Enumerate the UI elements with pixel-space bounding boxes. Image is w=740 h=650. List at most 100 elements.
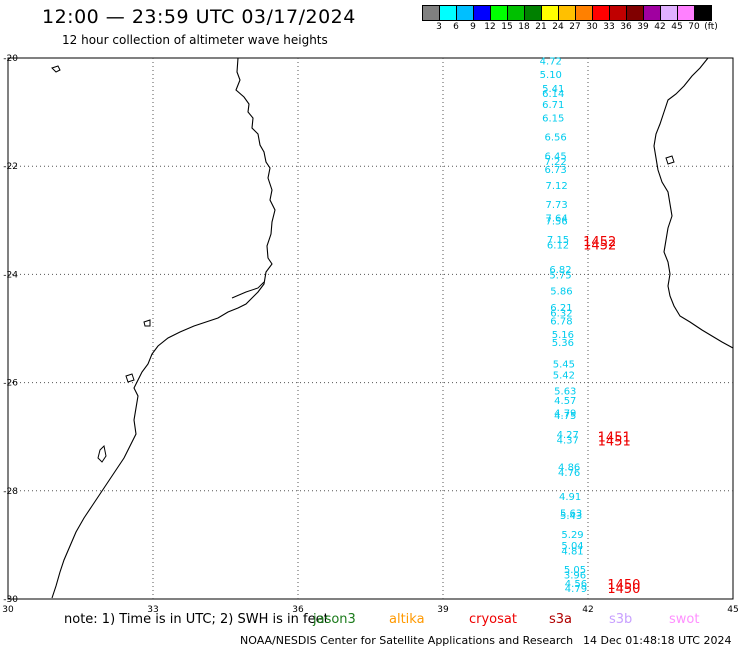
x-tick-label: 42	[582, 605, 593, 615]
colorbar-label: 42	[654, 22, 666, 32]
wave-height-value: 6.12	[547, 241, 569, 252]
island-outline	[665, 155, 675, 165]
pass-time-label: 1450	[607, 582, 640, 597]
colorbar-label: 39	[637, 22, 649, 32]
wave-height-value: 4.75	[554, 411, 576, 422]
lake-outline-4	[125, 373, 135, 383]
satellite-legend-s3a: s3a	[549, 612, 573, 627]
pass-time-label: 1452	[583, 235, 616, 250]
satellite-legend-altika: altika	[389, 612, 425, 627]
wave-height-value: 4.57	[554, 396, 576, 407]
credit-text: NOAA/NESDIS Center for Satellite Applica…	[240, 634, 574, 647]
colorbar-label: 45	[671, 22, 683, 32]
wave-height-value: 5.86	[550, 287, 572, 298]
colorbar-label: 12	[484, 22, 496, 32]
colorbar-swatch	[694, 5, 712, 21]
pass-time-label: 1451	[598, 431, 631, 446]
wave-height-value: 6.15	[542, 114, 564, 125]
colorbar-label: 21	[535, 22, 547, 32]
lake-outline-2	[143, 319, 151, 327]
wave-height-value: 4.37	[557, 435, 579, 446]
colorbar-label: 33	[603, 22, 615, 32]
lake-outline-1	[51, 65, 61, 73]
wave-height-value: 5.29	[561, 530, 583, 541]
map-frame	[7, 57, 734, 600]
wave-height-value: 4.27	[557, 430, 579, 441]
colorbar-labels: 3 6 9 12 15 18 21 24 27 30 33 36 39 42 45 70 (ft)	[422, 22, 740, 34]
wave-height-colorbar	[422, 5, 712, 21]
wave-height-value: 5.04	[561, 541, 583, 552]
colorbar-label: 18	[518, 22, 530, 32]
wave-height-value: 6.78	[550, 316, 572, 327]
x-tick-label: 36	[292, 605, 304, 615]
wave-height-value: 4.79	[565, 584, 587, 595]
map-grid	[8, 58, 733, 599]
river-outline	[231, 281, 265, 299]
wave-height-value: 6.71	[542, 100, 564, 111]
y-tick-label: -24	[3, 270, 18, 280]
wave-height-value: 6.45	[545, 151, 567, 162]
generated-timestamp: 14 Dec 01:48:18 UTC 2024	[583, 634, 732, 647]
wave-height-value: 5.43	[560, 511, 582, 522]
wave-height-value: 4.76	[558, 468, 580, 479]
pass-time-label: 1452	[583, 239, 616, 254]
wave-height-value: 6.82	[549, 265, 571, 276]
wave-height-value: 6.21	[550, 303, 572, 314]
wave-height-value: 7.15	[547, 235, 569, 246]
footer-note: note: 1) Time is in UTC; 2) SWH is in fe…	[64, 612, 329, 627]
satellite-legend-swot: swot	[669, 612, 700, 627]
colorbar-label: 15	[501, 22, 513, 32]
wave-height-value: 5.10	[540, 70, 562, 81]
y-tick-label: -20	[3, 54, 18, 64]
x-tick-label: 30	[2, 605, 14, 615]
wave-height-labels: 4.72 5.10 5.416.146.71 6.15 6.56 6.457.226.73…	[540, 57, 587, 595]
satellite-legend-s3b: s3b	[609, 612, 633, 627]
y-tick-label: -28	[3, 487, 18, 497]
wave-height-value: 3.96	[564, 571, 586, 582]
wave-height-value: 7.64	[545, 214, 567, 225]
colorbar-label: 27	[569, 22, 581, 32]
africa-coastline	[51, 57, 276, 599]
colorbar-label: 30	[586, 22, 598, 32]
lake-outline-3	[97, 444, 107, 463]
wave-height-value: 6.14	[542, 89, 564, 100]
chart-title: 12:00 — 23:59 UTC 03/17/2024	[42, 6, 356, 28]
pass-time-label: 1451	[598, 434, 631, 449]
wave-height-value: 5.45	[553, 360, 575, 371]
colorbar-label: 9	[470, 22, 476, 32]
x-tick-label: 45	[727, 605, 738, 615]
colorbar-label: 3	[436, 22, 442, 32]
wave-height-value: 4.56	[565, 579, 587, 590]
wave-height-value: 4.72	[540, 57, 562, 68]
wave-height-value: 5.42	[553, 370, 575, 381]
wave-height-value: 7.73	[545, 200, 567, 211]
wave-height-value: 4.79	[554, 408, 576, 419]
wave-height-value: 7.56	[545, 216, 567, 227]
wave-height-value: 4.81	[561, 546, 583, 557]
colorbar-label: 6	[453, 22, 459, 32]
x-tick-label: 33	[147, 605, 158, 615]
wave-height-value: 4.86	[558, 462, 580, 473]
madagascar-coastline	[653, 57, 734, 349]
wave-height-value: 5.16	[552, 330, 574, 341]
colorbar-label: 70	[688, 22, 700, 32]
colorbar-label: 24	[552, 22, 564, 32]
axis-ticks: 30 33 36 39 42 45 -20 -22 -24 -26 -28 -30	[2, 54, 738, 615]
colorbar-label: 36	[620, 22, 632, 32]
wave-height-value: 6.32	[550, 308, 572, 319]
wave-height-value: 5.75	[549, 270, 571, 281]
chart-subtitle: 12 hour collection of altimeter wave hei…	[62, 33, 328, 47]
wave-height-value: 5.63	[554, 387, 576, 398]
colorbar-label: (ft)	[704, 22, 718, 32]
wave-height-value: 5.36	[552, 338, 574, 349]
y-tick-label: -22	[3, 162, 18, 172]
y-tick-label: -30	[3, 595, 18, 605]
x-tick-label: 39	[437, 605, 449, 615]
wave-height-value: 4.91	[559, 492, 581, 503]
wave-height-value: 7.12	[545, 181, 567, 192]
y-tick-label: -26	[3, 379, 18, 389]
satellite-legend-cryosat: cryosat	[469, 612, 517, 627]
wave-height-value: 6.73	[545, 165, 567, 176]
